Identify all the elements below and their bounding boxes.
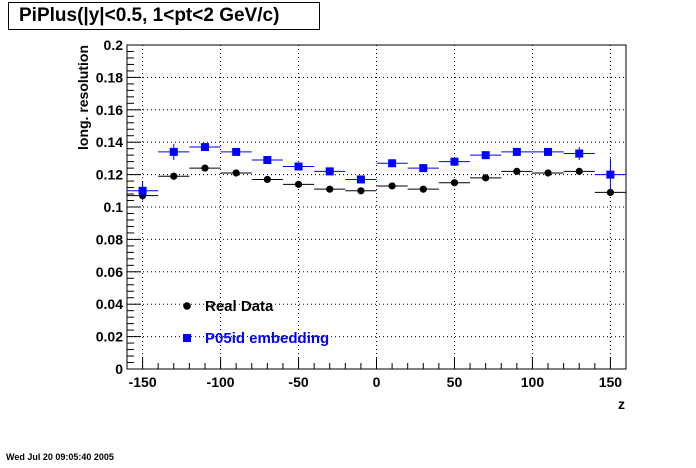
y-tick-label: 0.1 (104, 199, 124, 215)
series-2 (127, 143, 626, 201)
y-tick-label: 0.18 (96, 69, 123, 85)
data-point (544, 147, 553, 156)
data-point (575, 149, 584, 158)
y-tick-label: 0.16 (96, 102, 123, 118)
data-point (606, 170, 615, 179)
data-point (356, 175, 365, 184)
x-tick-label: -100 (207, 374, 235, 390)
y-tick-label: 0.14 (96, 134, 123, 150)
data-point (419, 164, 428, 173)
chart-title: PiPlus(|y|<0.5, 1<pt<2 GeV/c) (8, 2, 320, 30)
data-point (481, 151, 490, 160)
data-point (450, 179, 459, 187)
data-point (326, 185, 334, 193)
x-tick-label: 50 (447, 374, 463, 390)
data-point (169, 147, 178, 156)
axis-tick-labels: -150 -100 -50 0 50 100 150 0 0.02 0.04 0.06 0.08 0.1… (96, 37, 623, 390)
y-tick-label: 0.02 (96, 329, 123, 345)
y-tick-label: 0.12 (96, 167, 123, 183)
data-point (575, 167, 583, 175)
data-point (450, 157, 459, 166)
legend-marker (183, 334, 191, 342)
x-tick-label: 100 (521, 374, 545, 390)
x-tick-label: -50 (288, 374, 308, 390)
x-tick-label: -150 (129, 374, 157, 390)
x-tick-label: 0 (373, 374, 381, 390)
data-marks (127, 143, 626, 201)
y-axis-title: long. resolution (75, 45, 91, 150)
axis-ticks (126, 44, 627, 370)
y-tick-label: 0.08 (96, 231, 123, 247)
data-point (482, 174, 490, 182)
data-point (357, 187, 365, 195)
y-tick-label: 0.2 (104, 37, 124, 53)
data-point (388, 159, 397, 168)
data-point (294, 162, 303, 171)
data-point (263, 156, 272, 165)
data-point (325, 167, 334, 176)
legend-marker (183, 302, 191, 310)
data-point (232, 147, 241, 156)
y-tick-label: 0 (115, 361, 123, 377)
data-point (513, 167, 521, 175)
data-point (606, 188, 615, 197)
data-point (232, 169, 240, 177)
data-point (512, 147, 521, 156)
data-point (419, 185, 427, 193)
data-point (388, 182, 396, 190)
legend: Real Data P05id embedding (183, 298, 329, 347)
x-tick-label: 150 (599, 374, 623, 390)
data-point (263, 175, 271, 184)
y-tick-label: 0.04 (96, 296, 123, 312)
legend-label: Real Data (205, 298, 274, 315)
data-point (200, 143, 209, 152)
data-point (201, 164, 209, 172)
data-point (294, 180, 303, 188)
timestamp: Wed Jul 20 09:05:40 2005 (6, 452, 114, 462)
grid-lines (127, 44, 626, 370)
x-axis-title: z (618, 396, 625, 412)
data-point (544, 169, 552, 177)
data-point (170, 172, 178, 180)
legend-label: P05id embedding (205, 330, 329, 347)
data-point (138, 186, 147, 195)
y-tick-label: 0.06 (96, 264, 123, 280)
